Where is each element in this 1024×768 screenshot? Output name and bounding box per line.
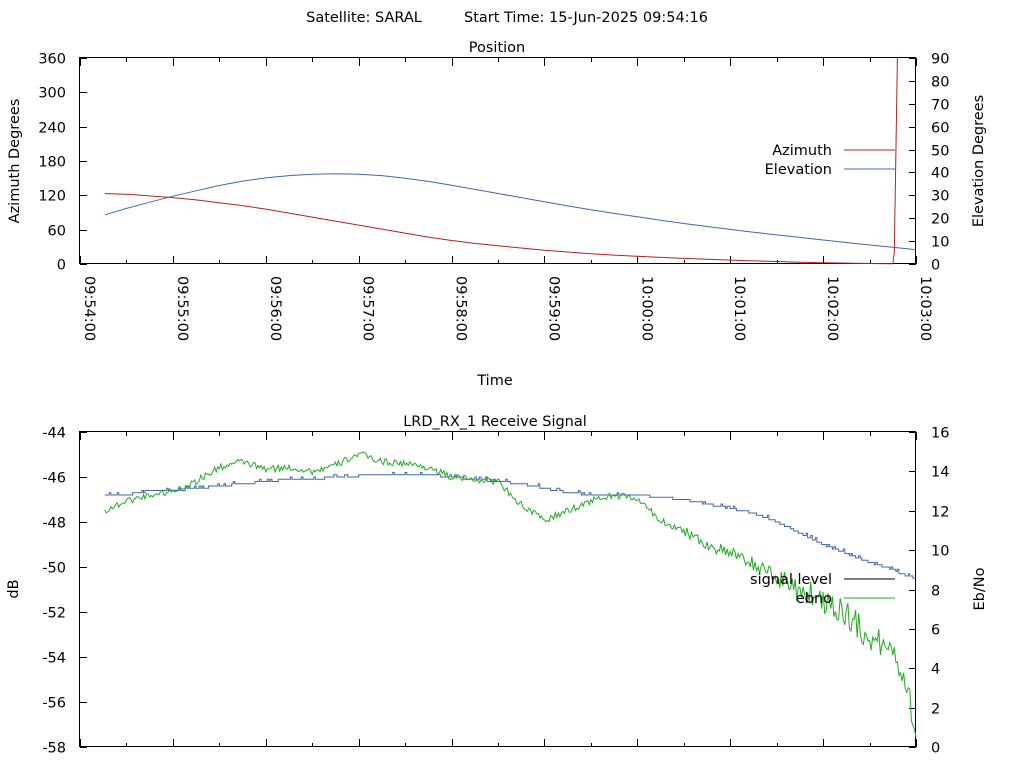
position-ytick-label: 300 <box>38 86 66 102</box>
position-xtick-label: 10:02:00 <box>824 276 840 341</box>
signal-plot-frame <box>79 431 916 747</box>
position-series-azimuth <box>104 57 898 265</box>
signal-ytick-label: -52 <box>42 606 66 622</box>
position-y2tick-label: 60 <box>931 121 949 137</box>
signal-y2tick-label: 14 <box>931 465 949 481</box>
position-chart-title: Position <box>469 40 525 56</box>
signal-y2tick-label: 6 <box>931 623 940 639</box>
position-y2tick-label: 40 <box>931 166 949 182</box>
position-xtick-label: 09:58:00 <box>453 276 469 341</box>
position-y2tick-label: 30 <box>931 189 949 205</box>
satellite-label: Satellite: SARAL <box>306 10 422 26</box>
position-xtick-label: 10:01:00 <box>731 276 747 341</box>
signal-legend-label-signal-level: signal level <box>750 572 832 588</box>
signal-y2tick-label: 0 <box>931 741 940 757</box>
position-plot-frame <box>79 57 916 264</box>
position-xtick-label: 10:00:00 <box>638 276 654 341</box>
position-legend-label-azimuth: Azimuth <box>772 143 832 159</box>
position-ytick-label: 0 <box>57 258 66 274</box>
position-xtick-label: 09:57:00 <box>360 276 376 341</box>
position-xtick-label: 09:59:00 <box>545 276 561 341</box>
position-ytick-label: 240 <box>38 121 66 137</box>
signal-chart-title: LRD_RX_1 Receive Signal <box>403 414 587 430</box>
position-y2tick-label: 50 <box>931 144 949 160</box>
signal-ytick-label: -44 <box>42 426 66 442</box>
position-ytick-label: 60 <box>48 224 66 240</box>
position-ylabel: Azimuth Degrees <box>7 99 23 224</box>
signal-ytick-label: -54 <box>42 651 66 667</box>
position-ytick-label: 120 <box>38 189 66 205</box>
signal-ytick-label: -48 <box>42 516 66 532</box>
position-y2tick-label: 0 <box>931 258 940 274</box>
signal-y2label: Eb/No <box>972 567 988 610</box>
signal-ytick-label: -50 <box>42 561 66 577</box>
signal-y2tick-label: 10 <box>931 544 949 560</box>
position-y2tick-label: 20 <box>931 212 949 228</box>
signal-y2tick-label: 2 <box>931 702 940 718</box>
signal-y2tick-label: 16 <box>931 426 949 442</box>
position-y2tick-label: 80 <box>931 75 949 91</box>
position-xtick-label: 09:56:00 <box>267 276 283 341</box>
signal-ytick-label: -56 <box>42 696 66 712</box>
start-time-label: Start Time: 15-Jun-2025 09:54:16 <box>464 10 708 26</box>
signal-ytick-label: -46 <box>42 471 66 487</box>
position-legend-label-elevation: Elevation <box>765 162 832 178</box>
position-y2tick-label: 10 <box>931 235 949 251</box>
position-xlabel: Time <box>476 373 513 389</box>
signal-y2tick-label: 4 <box>931 662 940 678</box>
position-xtick-label: 09:54:00 <box>81 276 97 341</box>
signal-series-signal-level <box>104 472 916 579</box>
position-xtick-label: 09:55:00 <box>174 276 190 341</box>
position-xtick-label: 10:03:00 <box>917 276 933 341</box>
signal-legend-label-ebno: ebno <box>796 591 832 607</box>
signal-y2tick-label: 8 <box>931 584 940 600</box>
signal-y2tick-label: 12 <box>931 505 949 521</box>
signal-ylabel: dB <box>6 579 22 598</box>
position-ytick-label: 180 <box>38 155 66 171</box>
position-ytick-label: 360 <box>38 52 66 68</box>
signal-ytick-label: -58 <box>42 741 66 757</box>
position-y2tick-label: 90 <box>931 52 949 68</box>
signal-series-ebno <box>104 451 917 738</box>
position-series-elevation <box>104 173 917 251</box>
position-y2label: Elevation Degrees <box>971 95 987 227</box>
position-y2tick-label: 70 <box>931 98 949 114</box>
